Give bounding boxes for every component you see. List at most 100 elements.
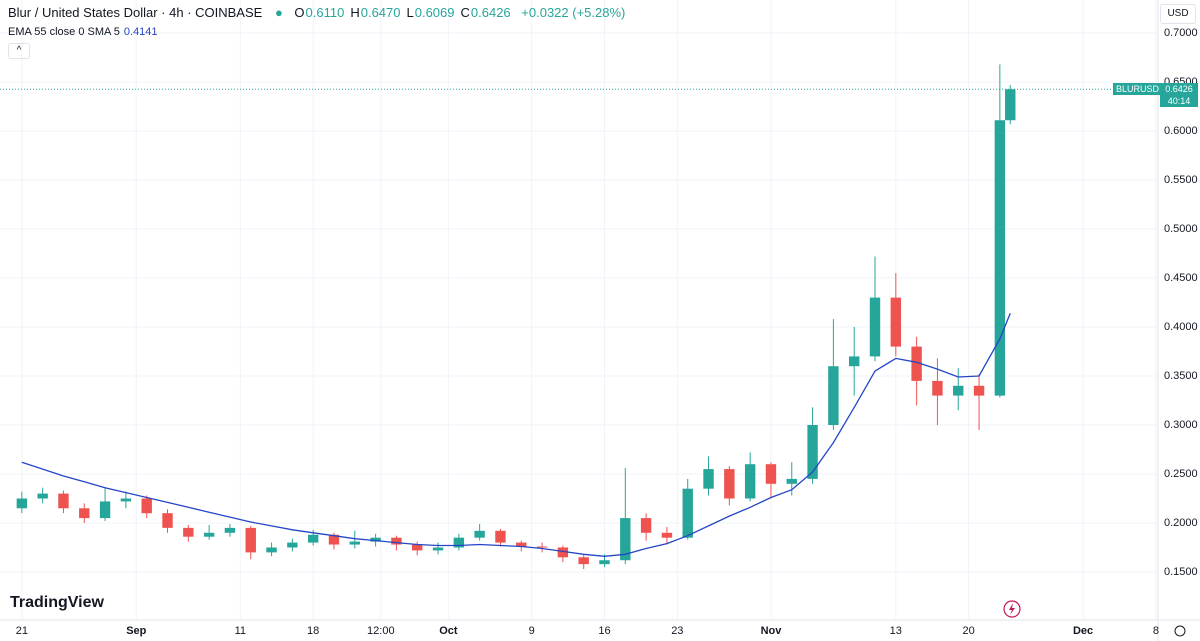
x-tick-label: Sep [126,625,146,637]
candle-body [453,537,465,548]
candle-body [848,356,860,367]
candle-body [516,542,527,547]
ohlc-key: C [460,5,470,20]
candle-body [911,346,922,381]
x-tick-label: Nov [761,625,783,637]
candle-body [432,547,444,551]
x-tick-label: 9 [529,625,535,637]
candle-body [599,560,610,565]
y-tick-label: 0.3000 [1164,419,1198,431]
price-tag-countdown: 40:14 [1167,96,1191,107]
ohlc-value: 0.6426 [470,5,511,20]
y-tick-label: 0.2500 [1164,468,1198,480]
candle-body [1005,89,1016,121]
candle-body [474,530,485,538]
ohlc-value: 0.6069 [414,5,455,20]
candle-body [203,532,215,537]
grid [0,0,1158,620]
ohlc-value: 0.6110 [305,5,345,20]
candle-body [287,542,298,548]
candle-body [620,518,631,561]
candle-body [994,120,1006,396]
y-tick-label: 0.5000 [1164,223,1198,235]
candle-body [412,544,423,551]
symbol-tag: BLURUSD [1113,83,1163,96]
symbol-title: Blur / United States Dollar · 4h · COINB… [8,5,263,20]
x-tick-label: Oct [439,625,458,637]
candle-body [828,366,839,425]
candle-body [807,424,818,479]
candle-body [328,534,340,545]
y-tick-label: 0.7000 [1164,27,1198,39]
candle-body [661,532,673,538]
x-tick-label: 11 [235,625,246,637]
candle-body [682,488,693,538]
x-tick-label: 23 [671,625,683,637]
ohlc-key: L [406,5,414,20]
indicator: EMA 55 close 0 SMA 5 0.4141 [8,26,158,38]
candle-body [245,527,256,553]
candle-body [869,297,881,357]
x-tick-label: 18 [307,625,319,637]
candle-body [224,527,236,533]
x-tick-label: 12:00 [367,625,395,637]
y-tick-label: 0.1500 [1164,566,1198,578]
y-tick-label: 0.4500 [1164,272,1198,284]
candle-body [557,547,569,558]
x-tick-label: 20 [963,625,975,637]
price-tag-price: 0.6426 [1165,84,1193,95]
x-tick-label: 13 [890,625,902,637]
candle-body [536,546,548,548]
candle-body [973,385,985,396]
candle-body [16,498,28,509]
candle-body [79,508,90,519]
currency-button[interactable]: USD [1160,4,1196,24]
y-tick-label: 0.5500 [1164,174,1198,186]
lightning-icon[interactable] [1003,600,1021,618]
indicator-name: EMA 55 close 0 SMA 5 [8,26,120,38]
candle-body [578,557,589,565]
candle-body [99,501,111,519]
logo[interactable]: TradingView [10,594,104,611]
candle-body [890,297,902,347]
change: +0.0322 (+5.28%) [521,5,626,20]
candle-body [953,385,964,396]
candle-body [266,547,277,553]
x-tick-label: 16 [598,625,610,637]
candle-body [765,464,777,484]
ohlc-key: O [294,5,305,20]
y-tick-label: 0.3500 [1164,370,1198,382]
candle-body [141,498,152,514]
candle-body [391,537,402,545]
ohlc: O0.6110 H0.6470 L0.6069 C0.6426 [294,5,516,20]
lightning-glyph [1009,603,1015,615]
ohlc-value: 0.6470 [360,5,401,20]
legend-header: Blur / United States Dollar · 4h · COINB… [8,5,626,20]
candle-body [370,537,381,542]
candle-body [307,534,319,543]
candle-body [349,541,360,545]
x-tick-label: 21 [16,625,28,637]
candle-body [932,380,943,396]
settings-icon[interactable] [1174,625,1186,637]
candle-body [162,513,173,528]
candle-body [120,498,132,502]
candle-body [786,478,797,484]
candle-body [744,464,756,499]
candle-body [58,493,69,509]
candle-body [37,493,48,499]
ohlc-key: H [350,5,360,20]
price-tag: 0.6426 40:14 [1160,83,1198,108]
y-tick-label: 0.2000 [1164,517,1198,529]
y-tick-label: 0.6000 [1164,125,1198,137]
x-tick-label: Dec [1073,625,1093,637]
status-dot: ● [274,5,283,20]
candle-body [640,518,652,533]
candle-body [495,530,506,543]
y-tick-label: 0.4000 [1164,321,1198,333]
x-tick-label: 8 [1153,625,1159,637]
collapse-button[interactable]: ^ [8,43,30,59]
candle-body [703,469,714,489]
